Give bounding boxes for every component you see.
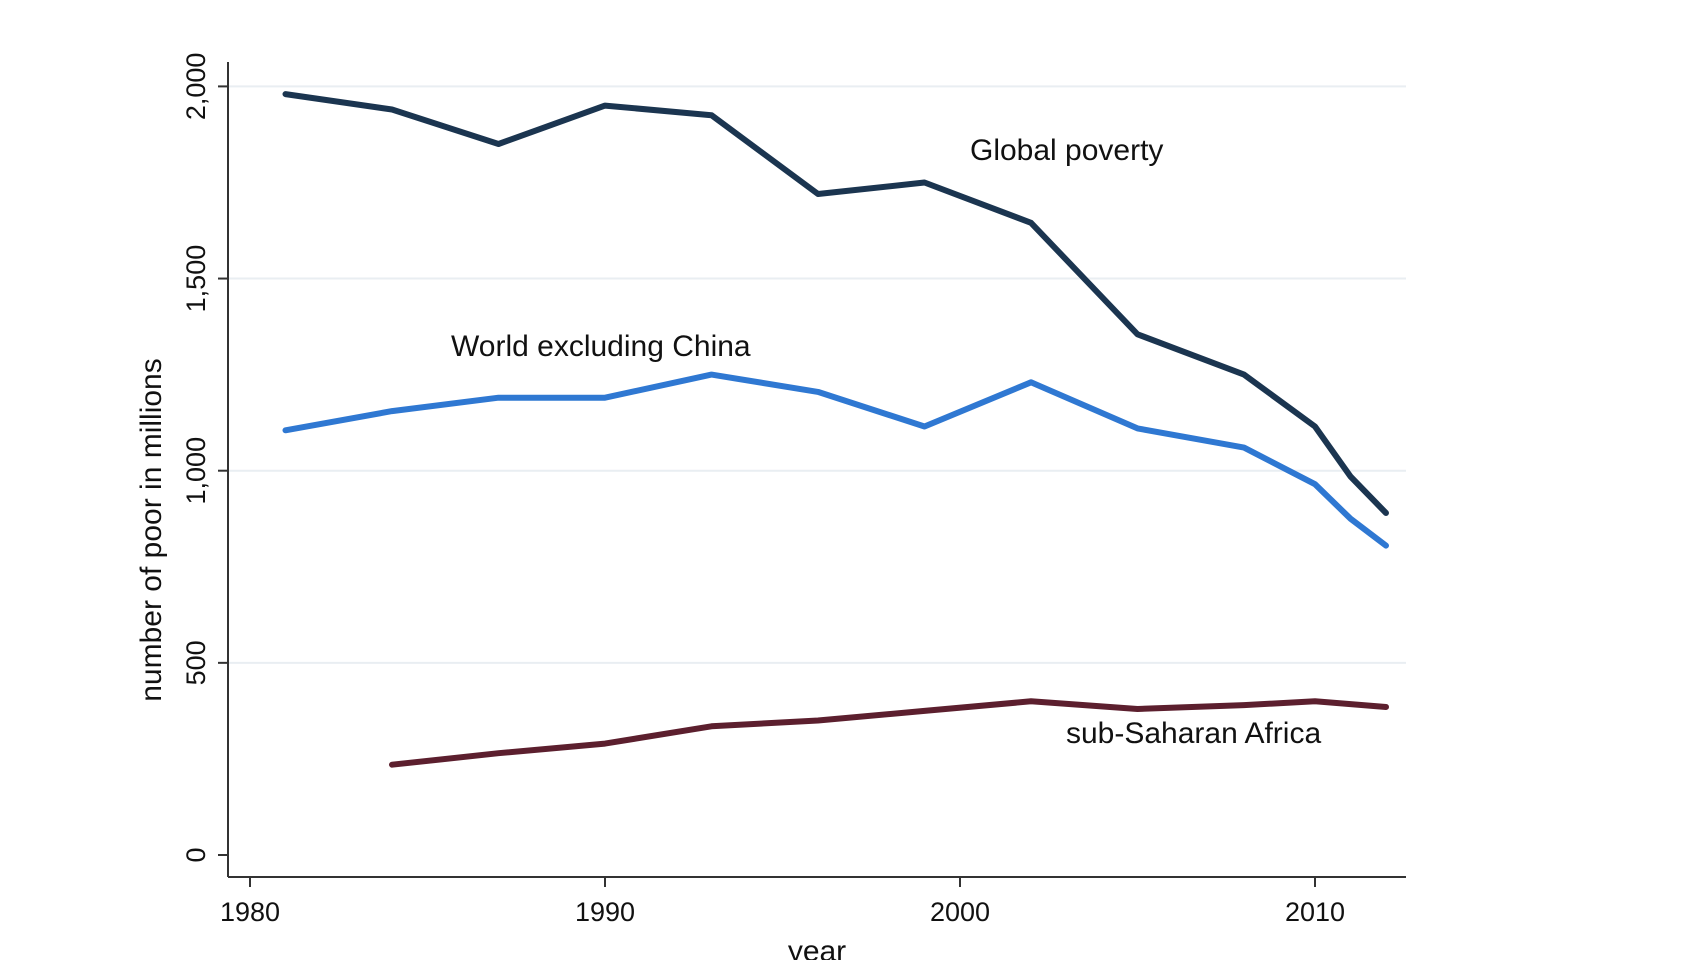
data-series xyxy=(282,91,1389,768)
x-tick-label: 1980 xyxy=(220,897,280,927)
gridlines xyxy=(228,85,1406,664)
series-label-global-poverty: Global poverty xyxy=(970,134,1163,167)
x-tick-label: 2010 xyxy=(1285,897,1345,927)
y-tick-label: 0 xyxy=(181,847,211,862)
series-line-sub-saharan-africa xyxy=(389,698,1389,768)
x-tick-label: 1990 xyxy=(575,897,635,927)
series-line-world-excluding-china xyxy=(282,371,1389,549)
series-label-sub-saharan-africa: sub-Saharan Africa xyxy=(1066,717,1321,750)
y-tick-label: 2,000 xyxy=(181,53,211,121)
axes xyxy=(227,62,1406,878)
series-label-world-excluding-china: World excluding China xyxy=(451,330,751,363)
x-axis-title: year xyxy=(788,935,846,960)
series-line-global-poverty xyxy=(282,91,1389,516)
x-tick-label: 2000 xyxy=(930,897,990,927)
axis-ticks: 0 500 1,000 1,500 2,000 1980 1990 2000 2010 xyxy=(181,53,1345,927)
y-axis-title: number of poor in millions xyxy=(135,358,168,702)
y-tick-label: 1,500 xyxy=(181,245,211,313)
y-tick-label: 1,000 xyxy=(181,437,211,505)
y-tick-label: 500 xyxy=(181,640,211,685)
